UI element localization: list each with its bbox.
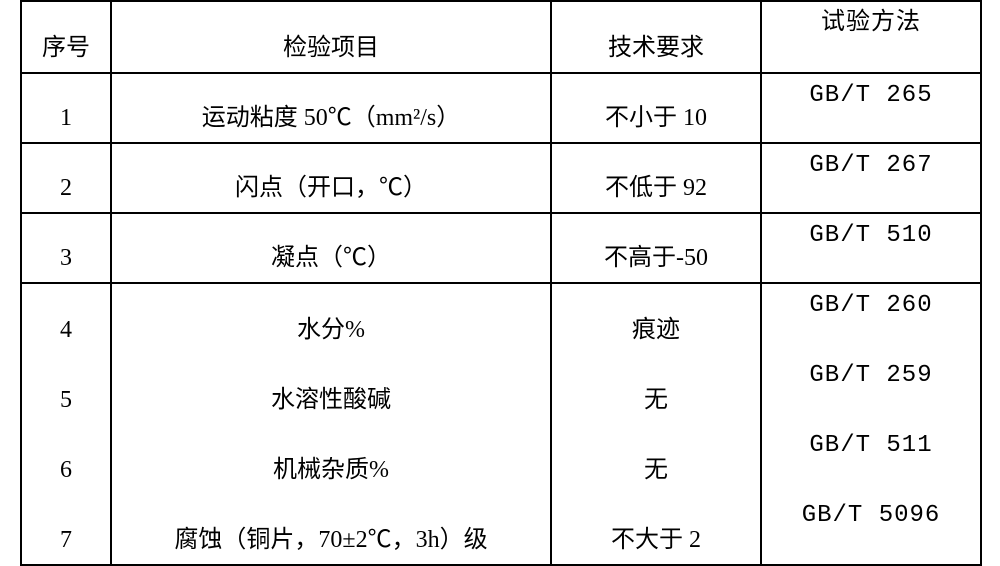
cell-item: 闪点（开口，℃） [111, 143, 551, 213]
cell-req: 不小于 10 [551, 73, 761, 143]
header-req-text: 技术要求 [552, 30, 760, 72]
cell-req-text: 不大于 2 [552, 494, 760, 564]
cell-idx-text: 6 [22, 424, 110, 494]
cell-method-text: GB/T 5096 [762, 494, 980, 564]
cell-method-text: GB/T 259 [762, 354, 980, 424]
cell-idx: 1 [21, 73, 111, 143]
header-idx-text: 序号 [22, 30, 110, 72]
cell-method-text: GB/T 260 [762, 284, 980, 354]
header-req: 技术要求 [551, 1, 761, 73]
table-header-row: 序号 检验项目 技术要求 试验方法 [21, 1, 981, 73]
cell-method-text: GB/T 511 [762, 424, 980, 494]
table-row: 1 运动粘度 50℃（mm²/s） 不小于 10 GB/T 265 [21, 73, 981, 143]
header-item: 检验项目 [111, 1, 551, 73]
cell-idx-text: 2 [22, 170, 110, 212]
cell-req: 不低于 92 [551, 143, 761, 213]
cell-req-text: 不高于-50 [552, 240, 760, 282]
merged-req-col: 痕迹 无 无 不大于 2 [551, 283, 761, 565]
header-item-text: 检验项目 [112, 30, 550, 72]
merged-method-col: GB/T 260 GB/T 259 GB/T 511 GB/T 5096 [761, 283, 981, 565]
cell-item-text: 闪点（开口，℃） [112, 170, 550, 212]
cell-item-text: 腐蚀（铜片，70±2℃，3h）级 [112, 494, 550, 564]
cell-item: 运动粘度 50℃（mm²/s） [111, 73, 551, 143]
cell-idx-text: 7 [22, 494, 110, 564]
merged-idx-col: 4 5 6 7 [21, 283, 111, 565]
header-idx: 序号 [21, 1, 111, 73]
merged-item-col: 水分% 水溶性酸碱 机械杂质% 腐蚀（铜片，70±2℃，3h）级 [111, 283, 551, 565]
header-method: 试验方法 [761, 1, 981, 73]
cell-req-text: 不小于 10 [552, 100, 760, 142]
cell-method: GB/T 267 [761, 143, 981, 213]
header-method-text: 试验方法 [762, 2, 980, 42]
cell-idx-text: 4 [22, 284, 110, 354]
cell-method-text: GB/T 267 [762, 144, 980, 184]
cell-item: 凝点（℃） [111, 213, 551, 283]
cell-item-text: 运动粘度 50℃（mm²/s） [112, 100, 550, 142]
cell-idx-text: 1 [22, 100, 110, 142]
cell-method-text: GB/T 265 [762, 74, 980, 114]
cell-idx-text: 5 [22, 354, 110, 424]
table-row: 2 闪点（开口，℃） 不低于 92 GB/T 267 [21, 143, 981, 213]
cell-item-text: 机械杂质% [112, 424, 550, 494]
spec-table: 序号 检验项目 技术要求 试验方法 1 运动粘度 50℃（mm²/s） 不小于 … [20, 0, 982, 566]
cell-req-text: 不低于 92 [552, 170, 760, 212]
table-row: 3 凝点（℃） 不高于-50 GB/T 510 [21, 213, 981, 283]
cell-method: GB/T 510 [761, 213, 981, 283]
table-row-merged: 4 5 6 7 水分% 水溶性酸碱 机械杂质% 腐蚀（铜片，70±2℃，3h）级… [21, 283, 981, 565]
cell-idx-text: 3 [22, 240, 110, 282]
cell-req-text: 无 [552, 354, 760, 424]
cell-method-text: GB/T 510 [762, 214, 980, 254]
cell-method: GB/T 265 [761, 73, 981, 143]
cell-item-text: 水溶性酸碱 [112, 354, 550, 424]
cell-req: 不高于-50 [551, 213, 761, 283]
cell-req-text: 无 [552, 424, 760, 494]
cell-item-text: 凝点（℃） [112, 240, 550, 282]
cell-item-text: 水分% [112, 284, 550, 354]
cell-idx: 3 [21, 213, 111, 283]
cell-req-text: 痕迹 [552, 284, 760, 354]
cell-idx: 2 [21, 143, 111, 213]
